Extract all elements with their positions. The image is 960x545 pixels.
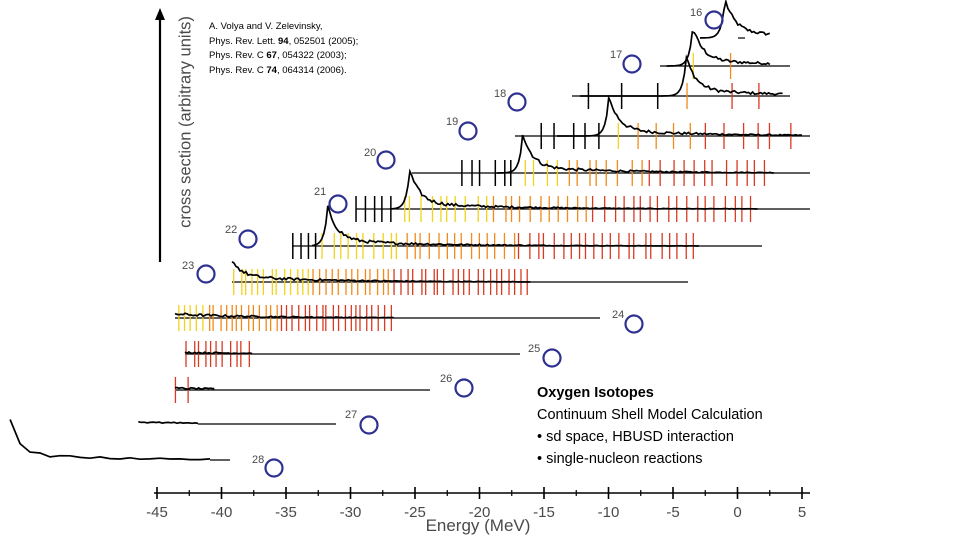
isotope-trace-16: 16 <box>690 0 771 39</box>
mass-number-label: 21 <box>314 186 326 198</box>
cross-section-curve <box>556 94 803 137</box>
x-tick-label: -20 <box>469 504 491 521</box>
cross-section-curve <box>496 134 775 174</box>
y-axis-arrowhead <box>155 8 165 20</box>
isotope-circle <box>359 415 379 435</box>
isotope-circle <box>376 150 396 170</box>
cross-section-curve <box>174 312 394 319</box>
x-tick-label: 0 <box>733 504 741 521</box>
isotope-circle <box>458 121 478 141</box>
isotope-trace-23: 23 <box>182 260 688 295</box>
reference-line: A. Volya and V. Zelevinsky, <box>209 21 323 32</box>
isotope-trace-27: 27 <box>138 409 379 435</box>
isotope-circle <box>622 54 642 74</box>
mass-number-label: 17 <box>610 49 622 61</box>
isotope-circle <box>328 194 348 214</box>
isotope-trace-28: 28 <box>9 419 284 478</box>
cross-section-curve <box>580 54 783 97</box>
cross-section-curve <box>311 205 699 247</box>
x-tick-label: -10 <box>598 504 620 521</box>
isotope-circle <box>454 378 474 398</box>
reference-line: Phys. Rev. C 74, 064314 (2006). <box>209 64 347 76</box>
mass-number-label: 16 <box>690 7 702 19</box>
isotope-circle <box>507 92 527 112</box>
x-tick-label: 5 <box>798 504 806 521</box>
isotope-circle <box>264 458 284 478</box>
isotope-trace-22: 22 <box>225 205 762 259</box>
mass-number-label: 24 <box>612 309 624 321</box>
mass-number-label: 19 <box>446 116 458 128</box>
cross-section-curve <box>9 419 211 461</box>
mass-number-label: 20 <box>364 147 376 159</box>
mass-number-label: 28 <box>252 454 264 466</box>
isotope-trace-25: 25 <box>184 341 562 368</box>
isotope-trace-26: 26 <box>174 373 474 403</box>
info-title: Oxygen Isotopes <box>537 385 654 401</box>
cross-section-curve <box>231 261 531 283</box>
reference-line: Phys. Rev. Lett. 94, 052501 (2005); <box>209 35 359 47</box>
isotope-trace-19: 19 <box>446 94 810 149</box>
x-tick-label: -30 <box>340 504 362 521</box>
info-bullet: • sd space, HBUSD interaction <box>537 429 734 445</box>
cross-section-curve <box>389 168 758 210</box>
cross-section-curve <box>138 420 199 425</box>
mass-number-label: 18 <box>494 88 506 100</box>
isotope-circle <box>196 264 216 284</box>
mass-number-label: 27 <box>345 409 357 421</box>
isotope-trace-20: 20 <box>364 134 810 186</box>
mass-number-label: 22 <box>225 224 237 236</box>
mass-number-label: 26 <box>440 373 452 385</box>
x-tick-label: -5 <box>666 504 679 521</box>
info-bullet: • single-nucleon reactions <box>537 451 703 467</box>
isotope-circle <box>238 229 258 249</box>
cross-section-curve <box>699 0 771 39</box>
references-block: A. Volya and V. Zelevinsky, Phys. Rev. L… <box>209 20 358 78</box>
x-tick-label: -35 <box>275 504 297 521</box>
x-tick-label: -45 <box>146 504 168 521</box>
cross-section-curve <box>184 351 253 355</box>
mass-number-label: 23 <box>182 260 194 272</box>
x-axis-label: Energy (MeV) <box>425 516 531 535</box>
isotope-trace-24: 24 <box>174 305 644 334</box>
isotope-trace-21: 21 <box>314 168 810 222</box>
x-tick-label: -40 <box>211 504 233 521</box>
x-tick-label: -15 <box>533 504 555 521</box>
isotope-circle <box>542 348 562 368</box>
x-tick-label: -25 <box>404 504 426 521</box>
cross-section-curve <box>666 30 771 67</box>
info-block: Oxygen Isotopes Continuum Shell Model Ca… <box>537 382 763 470</box>
isotope-circle <box>704 10 724 30</box>
y-axis-label: cross section (arbitrary units) <box>176 16 195 228</box>
cross-section-curve <box>174 386 215 391</box>
info-subtitle: Continuum Shell Model Calculation <box>537 407 763 423</box>
isotope-trace-17: 17 <box>610 30 790 79</box>
isotope-circle <box>624 314 644 334</box>
reference-line: Phys. Rev. C 67, 054322 (2003); <box>209 50 347 61</box>
mass-number-label: 25 <box>528 343 540 355</box>
